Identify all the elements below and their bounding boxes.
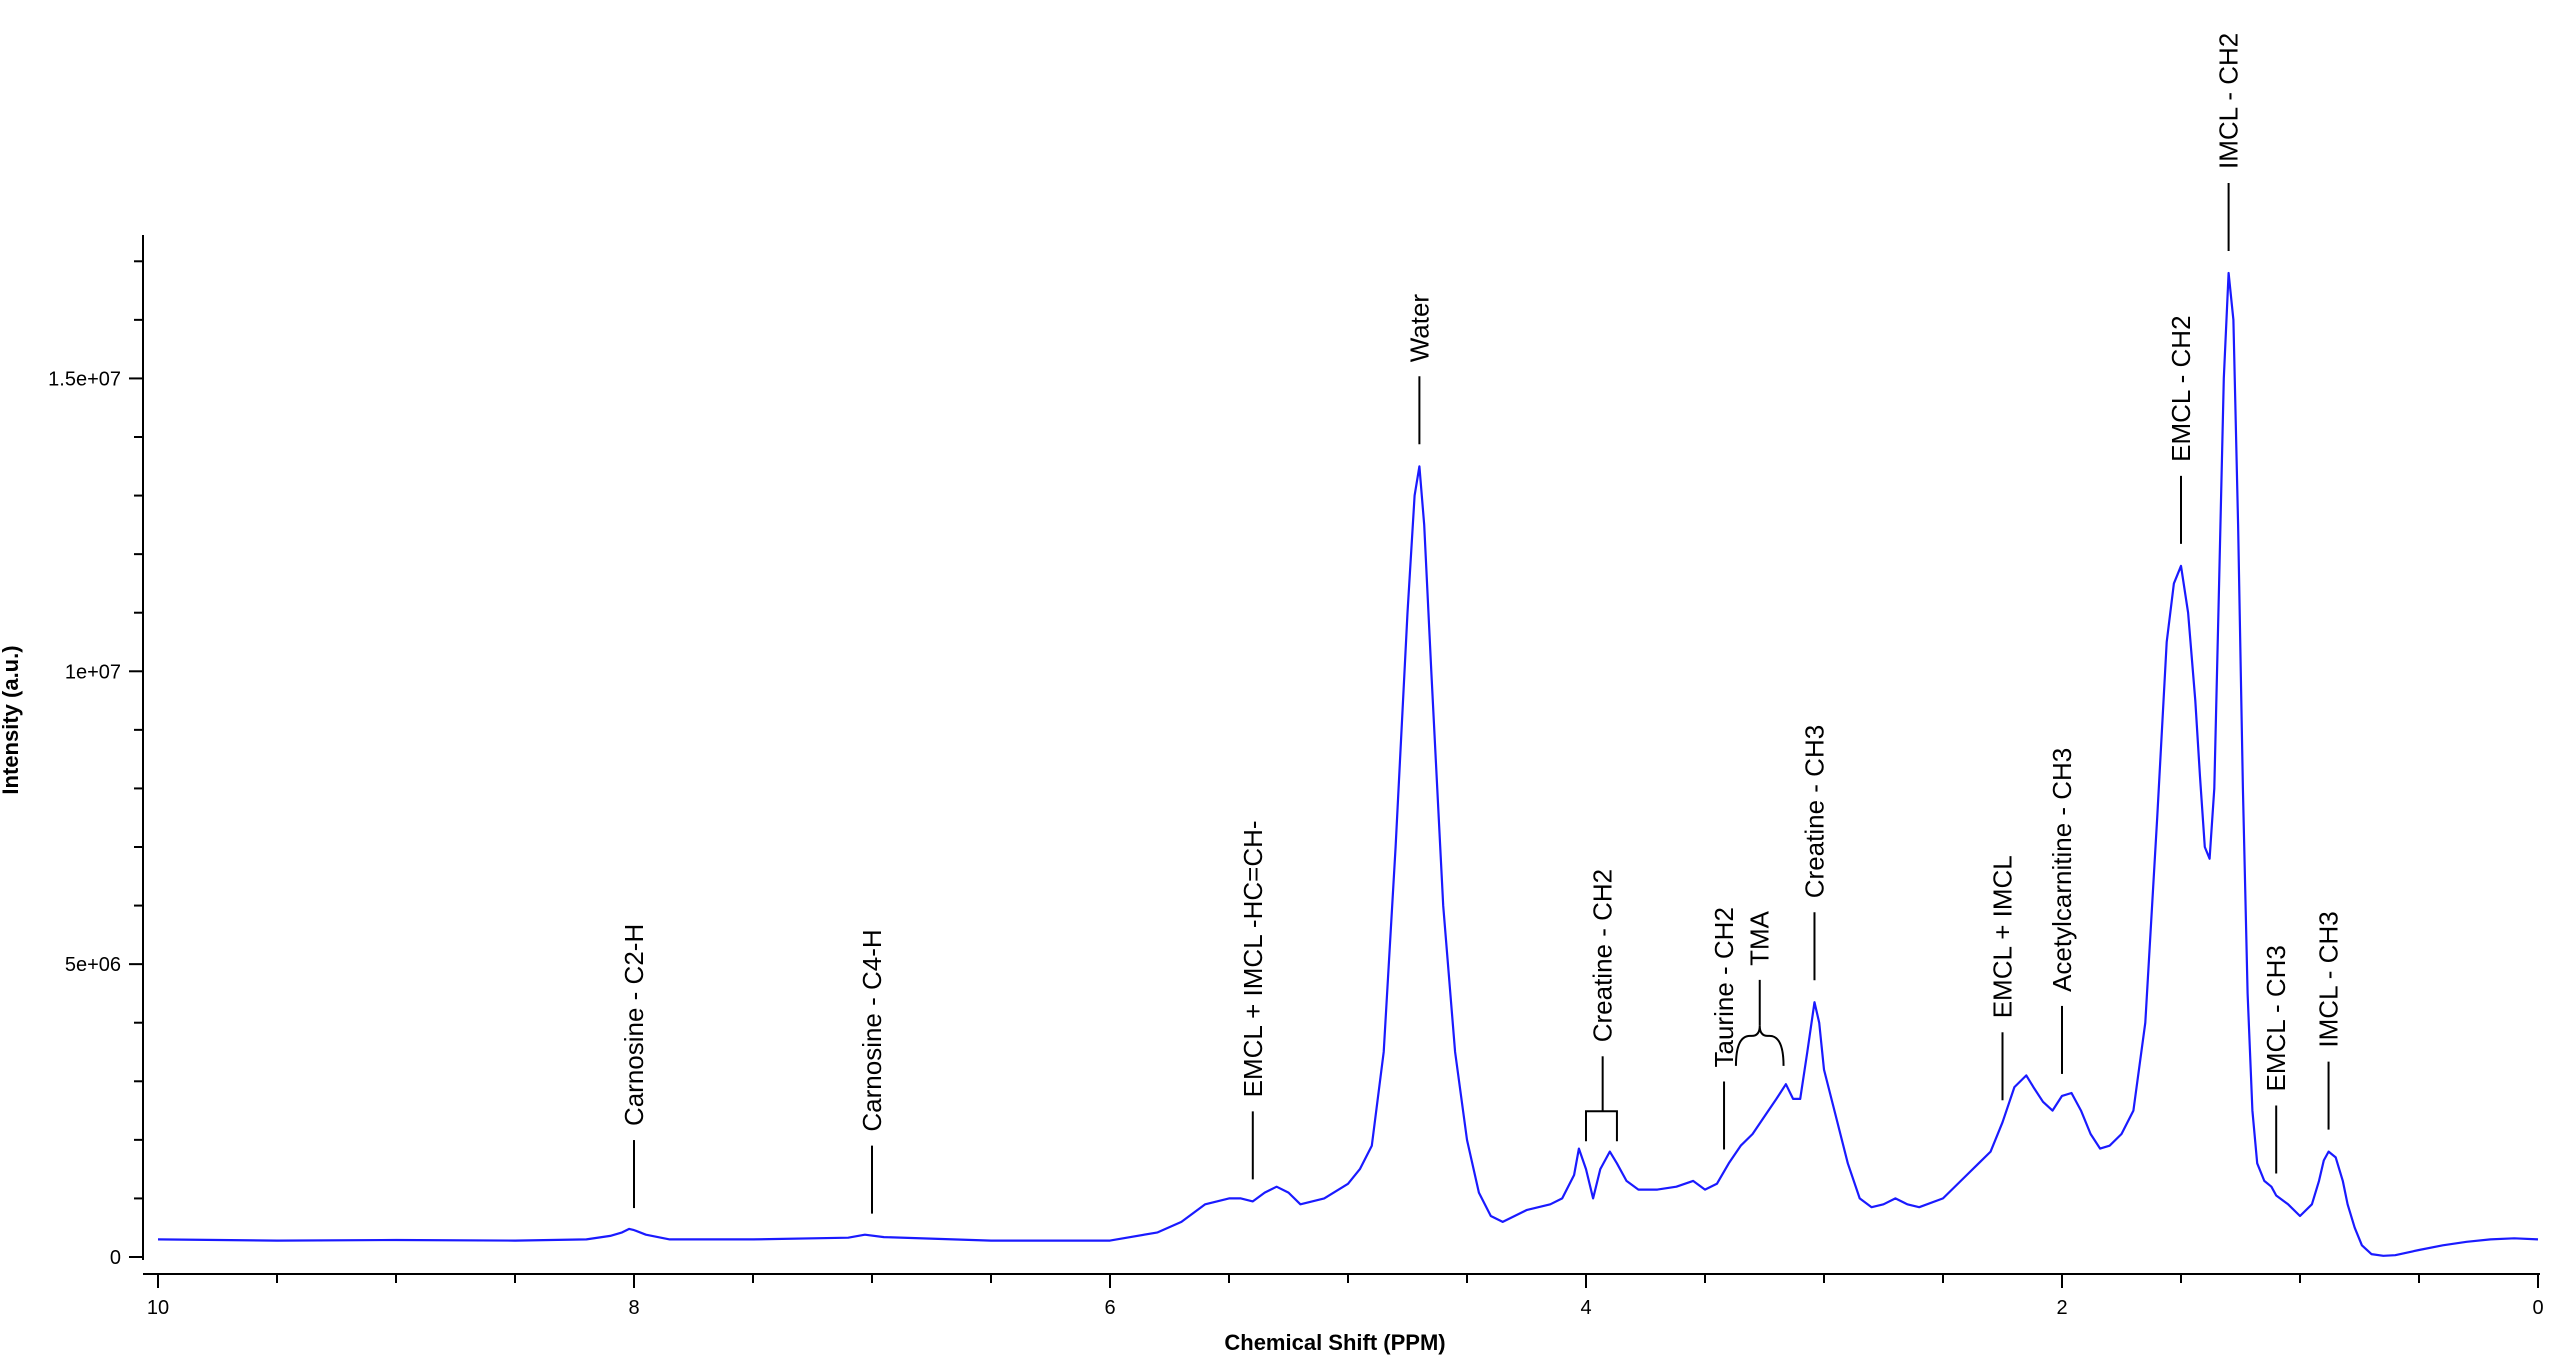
annotation-curly-brace	[1734, 1025, 1785, 1066]
peak-annotation-imcl-ch2: IMCL - CH2	[2214, 33, 2244, 251]
x-tick-label: 2	[2056, 1297, 2067, 1319]
peak-annotation-water: Water	[1404, 294, 1434, 445]
peak-annotation-carnosine-c2-h: Carnosine - C2-H	[619, 924, 649, 1209]
annotation-label: Carnosine - C2-H	[619, 924, 649, 1126]
y-tick-label: 1e+07	[65, 661, 121, 683]
annotation-label: IMCL - CH2	[2214, 33, 2244, 169]
annotation-label: Acetylcarnitine - CH3	[2047, 748, 2077, 992]
y-tick-label: 1.5e+07	[48, 368, 121, 390]
spectrum-line	[157, 271, 2539, 1257]
annotation-label: EMCL + IMCL -HC=CH-	[1238, 820, 1268, 1097]
peak-annotation-emcl-ch2: EMCL - CH2	[2166, 315, 2196, 544]
annotation-label: Creatine - CH2	[1588, 869, 1618, 1042]
y-tick-label: 0	[110, 1247, 121, 1269]
x-tick-label: 6	[1104, 1297, 1115, 1319]
annotation-bracket	[1585, 1110, 1618, 1142]
peak-annotation-emcl-imcl-hc-ch: EMCL + IMCL -HC=CH-	[1238, 820, 1268, 1180]
x-tick-label: 0	[2532, 1297, 2543, 1319]
annotation-label: IMCL - CH3	[2314, 911, 2344, 1047]
annotation-label: TMA	[1745, 910, 1775, 966]
peak-annotation-creatine-ch2: Creatine - CH2	[1585, 869, 1618, 1142]
x-tick-label: 4	[1580, 1297, 1591, 1319]
axes: 10 8 6 4 2 0 0 5e+06 1e+07 1.5e+07	[48, 235, 2544, 1319]
peak-annotation-acetylcarnitine-ch3: Acetylcarnitine - CH3	[2047, 748, 2077, 1074]
x-axis-title: Chemical Shift (PPM)	[1224, 1330, 1445, 1355]
x-tick-label: 8	[628, 1297, 639, 1319]
y-tick-label: 5e+06	[65, 954, 121, 976]
annotation-label: Carnosine - C4-H	[857, 929, 887, 1131]
peak-annotation-emcl-imcl: EMCL + IMCL	[1988, 855, 2018, 1101]
x-tick-label: 10	[147, 1297, 169, 1319]
annotation-label: EMCL - CH3	[2261, 945, 2291, 1091]
annotation-label: Creatine - CH3	[1799, 725, 1829, 898]
annotations: Carnosine - C2-H Carnosine - C4-H EMCL + I…	[619, 33, 2344, 1214]
y-ticks: 0 5e+06 1e+07 1.5e+07	[48, 260, 143, 1269]
series-layer	[157, 271, 2539, 1257]
annotation-label: Taurine - CH2	[1709, 907, 1739, 1067]
x-ticks: 10 8 6 4 2 0	[147, 1274, 2544, 1319]
peak-annotation-imcl-ch3: IMCL - CH3	[2314, 911, 2344, 1130]
y-axis-title: Intensity (a.u.)	[0, 645, 23, 794]
peak-annotation-creatine-ch3: Creatine - CH3	[1799, 725, 1829, 981]
annotation-label: Water	[1404, 294, 1434, 363]
annotation-label: EMCL - CH2	[2166, 315, 2196, 461]
annotation-label: EMCL + IMCL	[1988, 855, 2018, 1018]
peak-annotation-taurine-ch2: Taurine - CH2	[1709, 907, 1739, 1150]
peak-annotation-tma: TMA	[1734, 910, 1785, 1066]
peak-annotation-emcl-ch3: EMCL - CH3	[2261, 945, 2291, 1174]
peak-annotation-carnosine-c4-h: Carnosine - C4-H	[857, 929, 887, 1214]
